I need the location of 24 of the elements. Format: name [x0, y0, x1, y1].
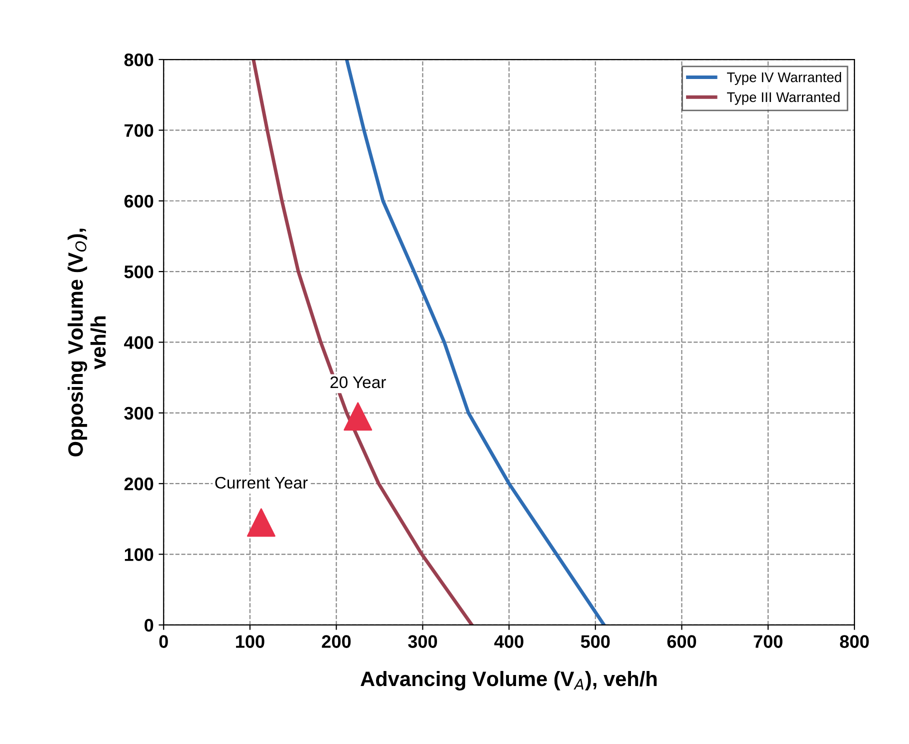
x-tick-label: 100 [236, 635, 264, 648]
y-tick-label: 300 [124, 406, 154, 420]
y-tick-label: 500 [124, 265, 154, 278]
legend-label: Type IV Warranted [727, 72, 842, 85]
annotation: 20 Year [330, 376, 386, 388]
x-tick-label: 800 [840, 635, 869, 648]
annotation: Current Year [215, 476, 308, 489]
text: Opposing Volume (V$_{O}$), veh/h [68, 228, 106, 456]
y-tick-label: 100 [124, 548, 154, 561]
y-tick-label: 800 [124, 53, 154, 66]
y-tick-label: 200 [124, 478, 154, 490]
x-tick-label: 200 [322, 635, 351, 648]
y-tick-label: 700 [124, 124, 154, 137]
legend-label: Type III Warranted [727, 92, 840, 105]
x-tick-label: 600 [667, 635, 696, 648]
y-tick-label: 0 [144, 618, 154, 632]
x-tick-label: 0 [159, 635, 168, 648]
x-tick-label: 300 [408, 635, 438, 648]
x-tick-label: 400 [494, 635, 524, 648]
x-axis-title: Advancing Volume (V$_{A}$), veh/h [360, 670, 657, 690]
y-tick-label: 400 [124, 336, 154, 349]
y-tick-label: 600 [124, 194, 154, 208]
x-tick-label: 700 [754, 635, 782, 648]
x-tick-label: 500 [580, 635, 610, 648]
